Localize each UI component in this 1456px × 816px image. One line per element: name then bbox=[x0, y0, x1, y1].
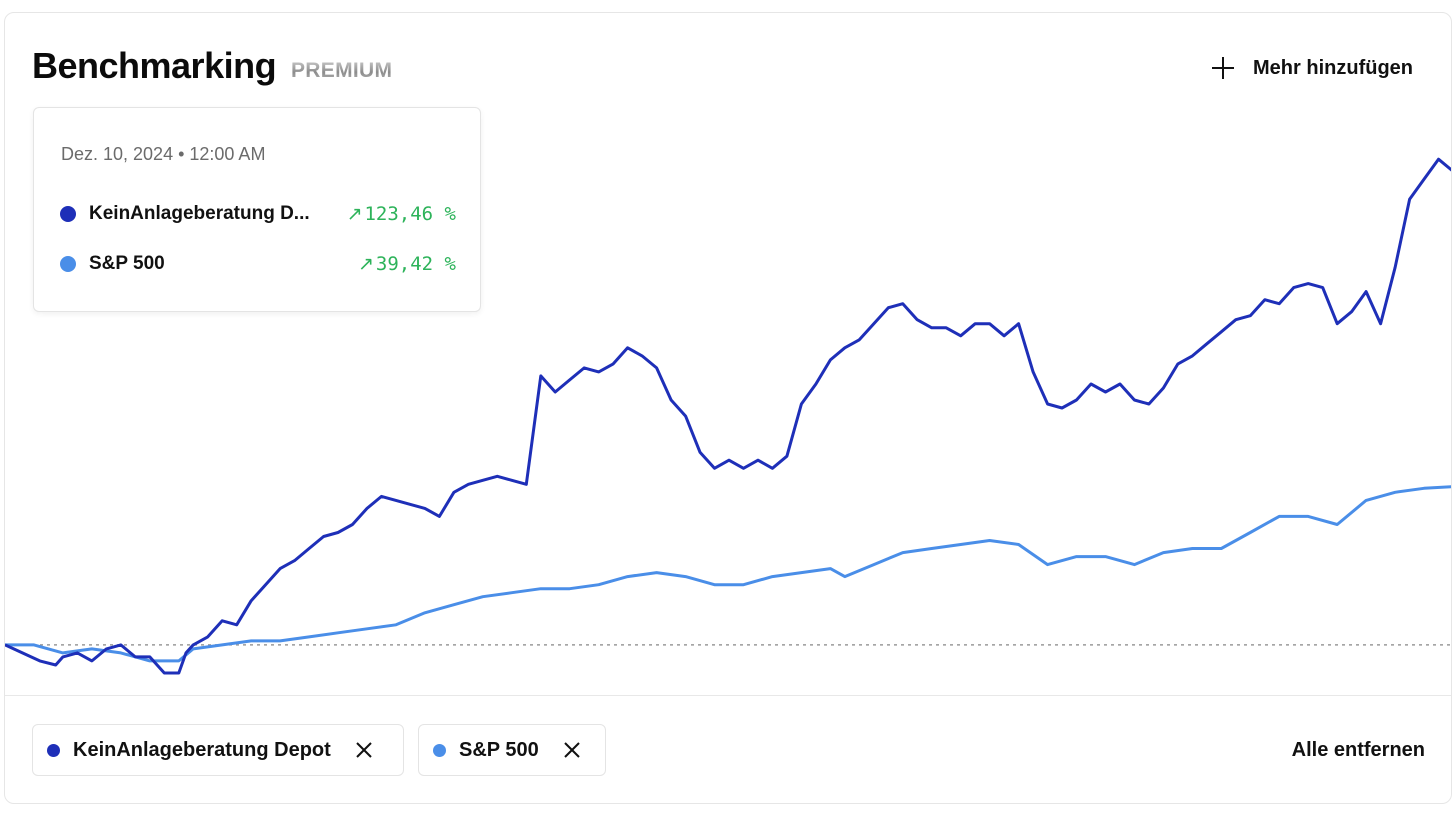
plus-icon bbox=[1212, 57, 1235, 79]
chip-sp500[interactable]: S&P 500 bbox=[418, 724, 606, 776]
tooltip-series-name: S&P 500 bbox=[89, 253, 165, 274]
chip-depot[interactable]: KeinAnlageberatung Depot bbox=[32, 724, 404, 776]
series-line-sp500 bbox=[5, 485, 1451, 663]
benchmarking-card: Benchmarking PREMIUM Mehr hinzufügen Dez… bbox=[4, 12, 1452, 804]
series-line-depot bbox=[5, 157, 1451, 675]
close-icon[interactable] bbox=[561, 739, 583, 761]
tooltip-value-text: 123,46 % bbox=[364, 203, 456, 225]
premium-badge: PREMIUM bbox=[291, 59, 393, 82]
tooltip-row-sp500: S&P 500 ↗ 39,42 % bbox=[60, 252, 456, 276]
add-more-button[interactable]: Mehr hinzufügen bbox=[1211, 51, 1413, 85]
legend-dot-depot bbox=[47, 743, 60, 757]
legend-dot-depot bbox=[60, 206, 76, 222]
benchmark-chart[interactable] bbox=[5, 13, 1452, 697]
add-more-label: Mehr hinzufügen bbox=[1253, 56, 1413, 79]
legend-dot-sp500 bbox=[433, 743, 446, 757]
tooltip-row-depot: KeinAnlageberatung D... ↗ 123,46 % bbox=[60, 202, 456, 226]
chip-label: KeinAnlageberatung Depot bbox=[73, 738, 331, 761]
tooltip-date: Dez. 10, 2024 • 12:00 AM bbox=[61, 144, 266, 164]
tooltip-series-value: ↗ 123,46 % bbox=[347, 203, 456, 225]
chip-label: S&P 500 bbox=[459, 738, 539, 761]
arrow-up-right-icon: ↗ bbox=[346, 203, 363, 225]
close-icon[interactable] bbox=[353, 739, 375, 761]
remove-all-button[interactable]: Alle entfernen bbox=[1291, 739, 1425, 761]
arrow-up-right-icon: ↗ bbox=[358, 253, 374, 275]
chart-tooltip: Dez. 10, 2024 • 12:00 AM KeinAnlageberat… bbox=[33, 107, 481, 312]
page-title: Benchmarking bbox=[32, 45, 277, 86]
legend-dot-sp500 bbox=[60, 256, 76, 272]
tooltip-value-text: 39,42 % bbox=[375, 253, 456, 275]
divider bbox=[5, 695, 1451, 696]
tooltip-series-value: ↗ 39,42 % bbox=[358, 253, 456, 275]
tooltip-series-name: KeinAnlageberatung D... bbox=[89, 203, 310, 224]
chart-area[interactable] bbox=[5, 13, 1452, 697]
